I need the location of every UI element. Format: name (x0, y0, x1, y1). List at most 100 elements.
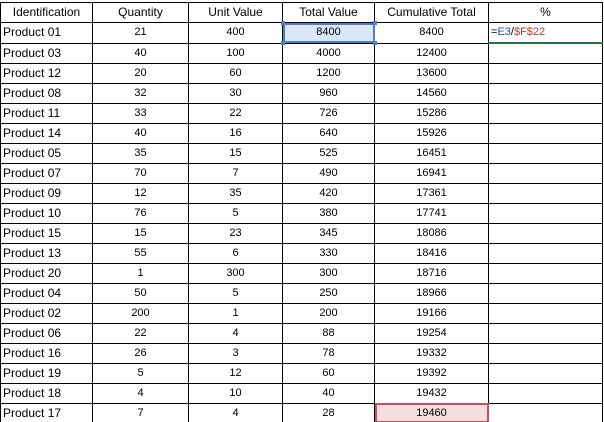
cell-total-value[interactable]: 525 (282, 142, 375, 164)
selection-handle[interactable] (280, 41, 285, 45)
cell-quantity[interactable]: 35 (92, 142, 189, 164)
cell-percent[interactable] (488, 122, 603, 144)
cell-total-value[interactable]: 250 (282, 282, 375, 304)
cell-total-value[interactable]: 420 (282, 182, 375, 204)
cell-identification[interactable]: Product 12 (0, 62, 93, 84)
cell-total-value[interactable]: 1200 (282, 62, 375, 84)
cell-percent[interactable] (488, 322, 603, 344)
cell-percent[interactable] (488, 62, 603, 84)
cell-quantity[interactable]: 40 (92, 42, 189, 64)
cell-identification[interactable]: Product 08 (0, 82, 93, 104)
referenced-cell-e3[interactable]: 8400 (282, 22, 375, 44)
cell-percent[interactable] (488, 362, 603, 384)
cell-unit-value[interactable]: 4 (188, 322, 283, 344)
cell-cumulative-total[interactable]: 16941 (374, 162, 489, 184)
cell-quantity[interactable]: 1 (92, 262, 189, 284)
cell-quantity[interactable]: 200 (92, 302, 189, 324)
cell-unit-value[interactable]: 6 (188, 242, 283, 264)
cell-unit-value[interactable]: 23 (188, 222, 283, 244)
cell-unit-value[interactable]: 10 (188, 382, 283, 404)
cell-identification[interactable]: Product 07 (0, 162, 93, 184)
header-unit-value[interactable]: Unit Value (188, 2, 283, 23)
cell-quantity[interactable]: 7 (92, 402, 189, 422)
cell-total-value[interactable]: 640 (282, 122, 375, 144)
header-identification[interactable]: Identification (0, 2, 93, 23)
cell-total-value[interactable]: 28 (282, 402, 375, 422)
referenced-cell-f22[interactable]: 19460 (374, 402, 489, 422)
cell-total-value[interactable]: 726 (282, 102, 375, 124)
cell-identification[interactable]: Product 01 (0, 22, 93, 44)
cell-total-value[interactable]: 490 (282, 162, 375, 184)
cell-percent[interactable] (488, 242, 603, 264)
cell-unit-value[interactable]: 400 (188, 22, 283, 44)
cell-quantity[interactable]: 55 (92, 242, 189, 264)
selection-handle[interactable] (280, 20, 285, 25)
cell-percent[interactable] (488, 162, 603, 184)
selection-handle[interactable] (372, 41, 377, 45)
cell-percent[interactable] (488, 182, 603, 204)
cell-quantity[interactable]: 21 (92, 22, 189, 44)
cell-quantity[interactable]: 20 (92, 62, 189, 84)
cell-cumulative-total[interactable]: 17361 (374, 182, 489, 204)
cell-quantity[interactable]: 40 (92, 122, 189, 144)
cell-cumulative-total[interactable]: 19392 (374, 362, 489, 384)
cell-identification[interactable]: Product 05 (0, 142, 93, 164)
cell-total-value[interactable]: 40 (282, 382, 375, 404)
cell-quantity[interactable]: 26 (92, 342, 189, 364)
cell-identification[interactable]: Product 04 (0, 282, 93, 304)
cell-cumulative-total[interactable]: 18966 (374, 282, 489, 304)
selection-handle[interactable] (372, 20, 377, 25)
cell-percent[interactable] (488, 262, 603, 284)
cell-unit-value[interactable]: 35 (188, 182, 283, 204)
cell-percent[interactable] (488, 342, 603, 364)
cell-unit-value[interactable]: 30 (188, 82, 283, 104)
cell-quantity[interactable]: 33 (92, 102, 189, 124)
cell-quantity[interactable]: 22 (92, 322, 189, 344)
cell-identification[interactable]: Product 14 (0, 122, 93, 144)
cell-total-value[interactable]: 60 (282, 362, 375, 384)
cell-identification[interactable]: Product 06 (0, 322, 93, 344)
cell-identification[interactable]: Product 13 (0, 242, 93, 264)
cell-percent[interactable] (488, 402, 603, 422)
cell-identification[interactable]: Product 16 (0, 342, 93, 364)
cell-total-value[interactable]: 380 (282, 202, 375, 224)
cell-quantity[interactable]: 32 (92, 82, 189, 104)
cell-quantity[interactable]: 70 (92, 162, 189, 184)
cell-total-value[interactable]: 78 (282, 342, 375, 364)
cell-percent[interactable] (488, 82, 603, 104)
cell-unit-value[interactable]: 4 (188, 402, 283, 422)
cell-quantity[interactable]: 4 (92, 382, 189, 404)
cell-identification[interactable]: Product 15 (0, 222, 93, 244)
cell-identification[interactable]: Product 02 (0, 302, 93, 324)
cell-unit-value[interactable]: 7 (188, 162, 283, 184)
cell-percent[interactable] (488, 302, 603, 324)
cell-total-value[interactable]: 330 (282, 242, 375, 264)
cell-quantity[interactable]: 15 (92, 222, 189, 244)
cell-unit-value[interactable]: 5 (188, 202, 283, 224)
header-total-value[interactable]: Total Value (282, 2, 375, 23)
cell-percent[interactable] (488, 42, 603, 64)
cell-unit-value[interactable]: 1 (188, 302, 283, 324)
cell-identification[interactable]: Product 03 (0, 42, 93, 64)
header-cumulative-total[interactable]: Cumulative Total (374, 2, 489, 23)
cell-quantity[interactable]: 12 (92, 182, 189, 204)
cell-percent[interactable] (488, 382, 603, 404)
cell-percent[interactable] (488, 222, 603, 244)
cell-unit-value[interactable]: 60 (188, 62, 283, 84)
cell-cumulative-total[interactable]: 15926 (374, 122, 489, 144)
cell-cumulative-total[interactable]: 14560 (374, 82, 489, 104)
cell-percent[interactable] (488, 102, 603, 124)
cell-identification[interactable]: Product 10 (0, 202, 93, 224)
cell-cumulative-total[interactable]: 13600 (374, 62, 489, 84)
cell-percent[interactable] (488, 282, 603, 304)
cell-cumulative-total[interactable]: 19254 (374, 322, 489, 344)
cell-quantity[interactable]: 5 (92, 362, 189, 384)
cell-percent[interactable] (488, 142, 603, 164)
cell-total-value[interactable]: 88 (282, 322, 375, 344)
cell-identification[interactable]: Product 11 (0, 102, 93, 124)
cell-unit-value[interactable]: 3 (188, 342, 283, 364)
cell-cumulative-total[interactable]: 18416 (374, 242, 489, 264)
cell-identification[interactable]: Product 17 (0, 402, 93, 422)
active-cell-formula[interactable]: =E3/$F$22 (488, 22, 603, 44)
cell-cumulative-total[interactable]: 17741 (374, 202, 489, 224)
